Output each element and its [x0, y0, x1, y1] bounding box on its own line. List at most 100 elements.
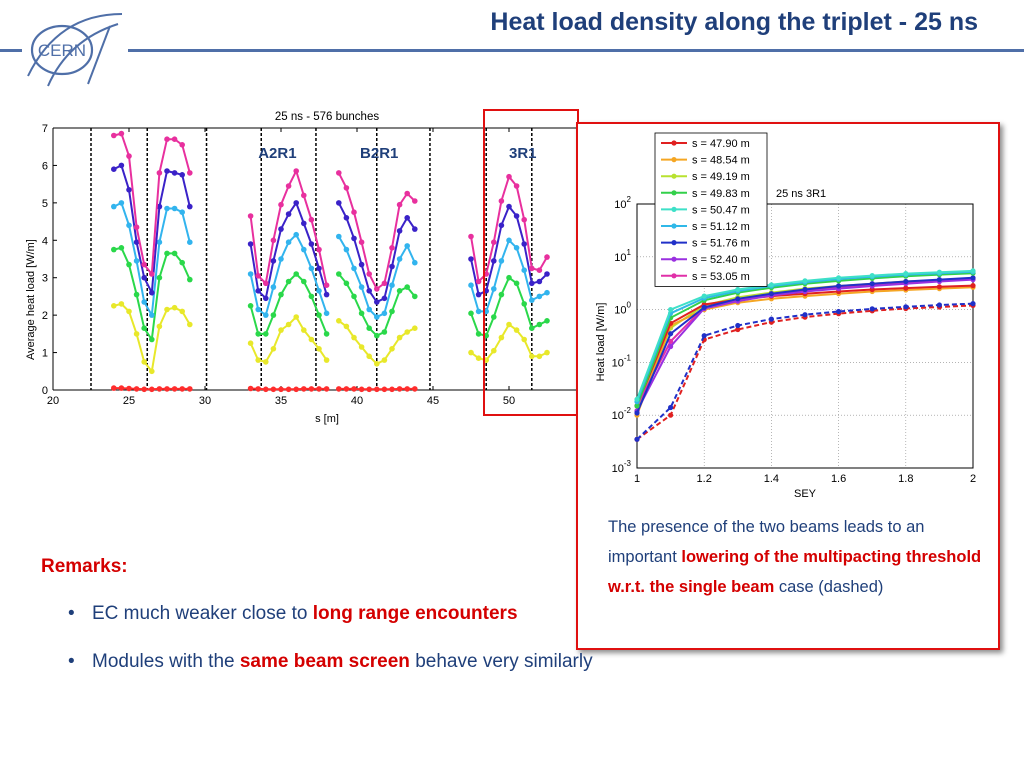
- data-point: [141, 325, 147, 331]
- legend-marker: [671, 206, 677, 212]
- data-point: [323, 386, 330, 392]
- data-point: [396, 228, 403, 234]
- data-point: [506, 173, 512, 180]
- data-point: [164, 386, 170, 392]
- data-point: [412, 325, 418, 331]
- data-point: [802, 278, 808, 284]
- data-point: [903, 271, 909, 277]
- data-point: [171, 136, 178, 142]
- data-point: [285, 386, 292, 393]
- data-point: [141, 261, 147, 268]
- data-point: [668, 343, 674, 350]
- data-point: [521, 241, 527, 247]
- data-point: [118, 301, 125, 307]
- sey-chart-callout: 1 1.2 1.4 1.6 1.8 2 102 101 100 10-1 10-2 10-3 25 n…: [576, 122, 1000, 650]
- y-tick-label: 6: [42, 160, 48, 172]
- data-point: [498, 334, 505, 341]
- data-point: [351, 265, 357, 272]
- data-point: [149, 271, 155, 277]
- data-point: [270, 237, 277, 244]
- data-point: [118, 130, 125, 137]
- data-point: [374, 314, 380, 320]
- data-point: [381, 280, 388, 287]
- data-point: [529, 353, 535, 360]
- data-point: [475, 355, 482, 361]
- data-point: [366, 271, 373, 277]
- data-point: [187, 170, 193, 176]
- data-point: [336, 170, 342, 176]
- y-tick-label: 5: [42, 198, 48, 210]
- data-point: [506, 237, 512, 244]
- plot-area: 1 1.2 1.4 1.6 1.8 2 102 101 100 10-1 10-2 10-3: [612, 195, 976, 485]
- series-line: [113, 132, 191, 277]
- data-point: [308, 216, 315, 223]
- data-point: [343, 323, 350, 330]
- data-point: [529, 280, 535, 287]
- data-point: [381, 357, 388, 363]
- data-point: [381, 310, 388, 317]
- data-point: [351, 293, 357, 300]
- data-point: [498, 222, 505, 229]
- caption-part-1: The presence of the two beams leads to a…: [608, 518, 925, 566]
- heat-load-profile-chart: 25 ns - 576 bunches 20 25 30 35 40 45 50012345…: [25, 111, 585, 425]
- data-point: [316, 386, 322, 392]
- x-tick-label: 20: [47, 395, 59, 407]
- data-point: [111, 303, 117, 309]
- data-point: [506, 203, 512, 210]
- data-point: [187, 386, 193, 392]
- data-point: [171, 205, 178, 212]
- data-point: [374, 386, 380, 393]
- x-axis-label: s [m]: [315, 413, 339, 425]
- x-tick-label: 25: [123, 395, 135, 407]
- data-point: [133, 291, 140, 298]
- data-point: [374, 361, 380, 367]
- y-tick-label: 4: [42, 235, 48, 247]
- data-point: [111, 132, 117, 139]
- data-point: [133, 331, 140, 337]
- data-point: [133, 386, 140, 392]
- data-point: [768, 282, 774, 288]
- data-point: [164, 136, 170, 142]
- data-point: [255, 288, 261, 294]
- data-point: [293, 314, 300, 320]
- data-point: [412, 259, 418, 266]
- data-point: [668, 307, 674, 313]
- data-point: [118, 200, 125, 206]
- data-point: [164, 306, 170, 313]
- data-point: [475, 278, 482, 285]
- data-point: [247, 241, 254, 247]
- cern-logo: CERN: [18, 10, 130, 93]
- data-point: [149, 289, 155, 296]
- data-point: [404, 243, 411, 249]
- y-tick-label: 3: [42, 273, 48, 285]
- data-point: [179, 259, 185, 266]
- data-point: [126, 187, 132, 193]
- data-point: [247, 271, 254, 277]
- data-point: [187, 239, 193, 245]
- data-point: [179, 209, 185, 215]
- data-point: [544, 349, 550, 356]
- data-point: [255, 331, 261, 337]
- data-point: [156, 239, 163, 245]
- data-point: [171, 386, 178, 392]
- legend-marker: [671, 273, 677, 279]
- data-point: [513, 183, 520, 189]
- data-point: [634, 396, 640, 402]
- data-point: [374, 299, 380, 305]
- data-point: [513, 280, 520, 287]
- series-line: [636, 278, 974, 412]
- data-point: [351, 209, 357, 215]
- legend-marker: [671, 256, 677, 262]
- data-point: [358, 239, 365, 245]
- data-point: [389, 346, 395, 352]
- x-tick-label: 2: [970, 473, 976, 485]
- data-point: [278, 291, 284, 298]
- data-point: [278, 256, 284, 262]
- x-tick-label: 40: [351, 395, 363, 407]
- data-point: [126, 261, 132, 268]
- data-point: [247, 385, 254, 392]
- remark-text: Modules with the: [92, 651, 240, 672]
- data-point: [970, 268, 976, 274]
- remark-text: EC much weaker close to: [92, 603, 313, 624]
- data-point: [389, 245, 395, 251]
